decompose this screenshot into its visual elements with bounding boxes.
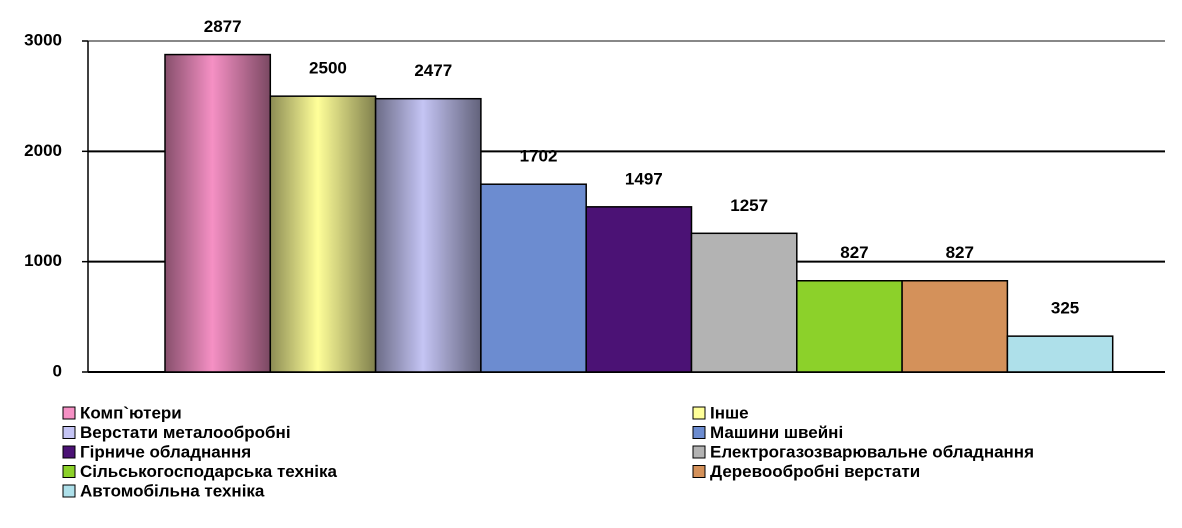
legend-label: Інше [710, 403, 749, 422]
legend-swatch [692, 406, 706, 420]
y-tick-label: 3000 [24, 30, 62, 49]
value-label: 827 [946, 243, 974, 262]
value-label: 1702 [520, 147, 558, 166]
bar [585, 206, 693, 373]
bar-shade [375, 98, 481, 372]
bar [1006, 335, 1114, 373]
legend-label: Сільськогосподарська техніка [80, 462, 337, 481]
bar [480, 183, 587, 373]
bar [690, 232, 798, 373]
legend-swatch [692, 465, 706, 478]
value-label: 1257 [730, 196, 768, 215]
legend-swatch [692, 426, 706, 439]
bar-shade [165, 54, 271, 373]
legend-swatch [62, 484, 76, 498]
bar [901, 280, 1009, 373]
value-label: 1497 [625, 169, 663, 188]
legend-label: Електрогазозварювальне обладнання [710, 442, 1034, 461]
y-tick-label: 1000 [24, 251, 62, 270]
value-label: 2500 [309, 59, 347, 78]
y-tick-label: 0 [53, 361, 62, 380]
bar-shade [270, 96, 376, 373]
legend-label: Верстати металообробні [80, 423, 291, 442]
legend-swatch [62, 426, 76, 439]
legend-swatch [62, 445, 76, 459]
legend-label: Машини швейні [710, 423, 843, 442]
value-label: 827 [840, 243, 868, 262]
value-label: 2477 [414, 61, 452, 80]
legend-swatch [62, 406, 76, 420]
legend-label: Деревообробні верстати [710, 462, 920, 481]
legend-swatch [692, 445, 706, 459]
legend-label: Комп`ютери [80, 403, 182, 422]
y-tick-label: 2000 [24, 141, 62, 160]
value-label: 2877 [204, 17, 242, 36]
legend-label: Автомобільна техніка [80, 481, 265, 500]
legend-label: Гірниче обладнання [80, 442, 251, 461]
value-label: 325 [1051, 299, 1079, 318]
legend-swatch [62, 465, 76, 478]
bar [796, 280, 903, 373]
